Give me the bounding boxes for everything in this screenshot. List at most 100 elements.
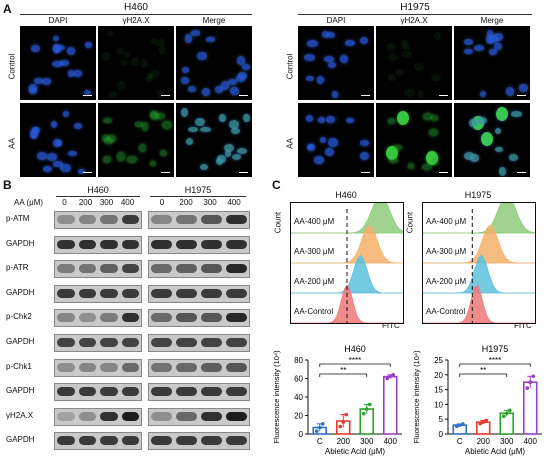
bar <box>522 381 538 435</box>
significance-label: ** <box>480 366 486 375</box>
cell-nucleus <box>495 107 508 122</box>
microscopy-image <box>98 26 174 100</box>
cell-nucleus <box>187 85 197 93</box>
cell-nucleus <box>230 86 239 95</box>
cell-nucleus <box>220 81 230 91</box>
x-tick-label: 200 <box>477 437 491 446</box>
data-point <box>364 407 369 411</box>
cell-nucleus <box>225 149 232 158</box>
blot-band <box>100 411 118 421</box>
blot-band <box>201 288 222 298</box>
dose-tick: 200 <box>179 198 193 207</box>
cell-nucleus <box>304 54 316 62</box>
blot-band <box>57 215 75 224</box>
blot-band <box>201 215 222 224</box>
blot-band <box>78 313 96 323</box>
cell-nucleus <box>53 160 63 168</box>
cell-nucleus <box>149 160 157 166</box>
data-point <box>344 412 349 417</box>
blot-band <box>78 239 96 249</box>
histogram-peak <box>291 284 403 323</box>
y-tick-label: 0 <box>299 430 304 439</box>
histogram-peak <box>291 203 403 234</box>
blot-strip <box>54 432 142 451</box>
blot-strip <box>148 309 250 328</box>
y-tick-label: 20 <box>434 371 443 380</box>
cell-nucleus <box>194 117 206 127</box>
blot-band <box>176 288 197 298</box>
blot-band <box>100 264 118 274</box>
data-point <box>504 411 509 416</box>
cell-nucleus <box>327 61 337 68</box>
blot-band <box>176 436 197 446</box>
blot-band <box>176 264 197 274</box>
cell-nucleus <box>30 132 38 139</box>
cell-nucleus <box>59 60 70 66</box>
group-title-h1975: H1975 <box>400 2 430 13</box>
x-tick-label: C <box>457 437 463 446</box>
blot-band <box>226 338 247 347</box>
cell-nucleus <box>102 52 110 62</box>
blot-band <box>121 215 139 224</box>
cell-nucleus <box>422 163 433 171</box>
blot-band <box>201 362 222 372</box>
blot-band <box>78 362 96 372</box>
blot-band <box>100 239 118 249</box>
blot-cell-line-h1975: H1975 <box>184 185 212 195</box>
cell-nucleus <box>463 48 473 55</box>
blot-band <box>151 362 172 372</box>
significance-bracket <box>459 373 508 377</box>
cell-nucleus <box>401 50 413 59</box>
data-point <box>367 402 372 407</box>
panel-letter-b: B <box>3 178 12 192</box>
cell-nucleus <box>67 70 74 77</box>
blot-strip <box>54 407 142 426</box>
blot-band <box>78 288 96 298</box>
blot-underline <box>56 196 140 197</box>
group-underline <box>298 14 532 15</box>
cell-nucleus <box>190 30 201 36</box>
cell-nucleus <box>155 112 165 120</box>
blot-row-label: p-Chk2 <box>6 312 32 322</box>
blot-band <box>121 338 139 347</box>
bar-chart-ylabel: Fluorescence intensity (10⁴) <box>272 350 281 444</box>
row-label-aa: AA <box>285 138 295 149</box>
dose-tick: 400 <box>227 198 241 207</box>
cell-nucleus <box>84 90 91 96</box>
cell-nucleus <box>214 86 223 93</box>
microscopy-image <box>176 26 252 100</box>
cell-nucleus <box>77 168 85 174</box>
scale-bar <box>439 171 448 173</box>
cell-nucleus <box>149 38 157 45</box>
cell-nucleus <box>161 121 173 130</box>
cell-nucleus <box>228 119 239 129</box>
data-point <box>481 420 486 424</box>
cell-nucleus <box>506 87 515 96</box>
cell-nucleus <box>156 90 165 99</box>
blot-row-label: p-Chk1 <box>6 361 32 371</box>
data-point <box>525 386 530 390</box>
cell-nucleus <box>197 52 207 60</box>
data-point <box>531 374 536 379</box>
cell-nucleus <box>50 120 58 128</box>
histogram-row-label: AA-300 μM <box>294 246 335 256</box>
dose-tick: 200 <box>78 198 93 207</box>
cell-nucleus <box>236 55 245 65</box>
blot-row-label: GAPDH <box>6 337 35 346</box>
blot-band <box>121 411 139 421</box>
y-tick-label: 10 <box>434 400 443 409</box>
blot-band <box>201 436 222 446</box>
cell-nucleus <box>185 137 194 145</box>
bar-chart-h460: H460 Fluorescence intensity (10⁴) 0 20 40 60 8… <box>272 344 402 456</box>
histogram-svg <box>423 203 535 323</box>
significance-bracket <box>319 363 391 367</box>
hist-ylabel: Count <box>405 211 415 234</box>
cell-nucleus <box>393 145 403 151</box>
bar-chart-title: H460 <box>344 344 366 354</box>
blot-row-label: GAPDH <box>6 287 35 297</box>
panel-letter-a: A <box>3 2 12 16</box>
blot-band <box>57 362 75 372</box>
blot-strip <box>148 383 250 402</box>
channel-label: Merge <box>202 16 226 25</box>
histogram-row-label: AA-Control <box>294 306 334 316</box>
